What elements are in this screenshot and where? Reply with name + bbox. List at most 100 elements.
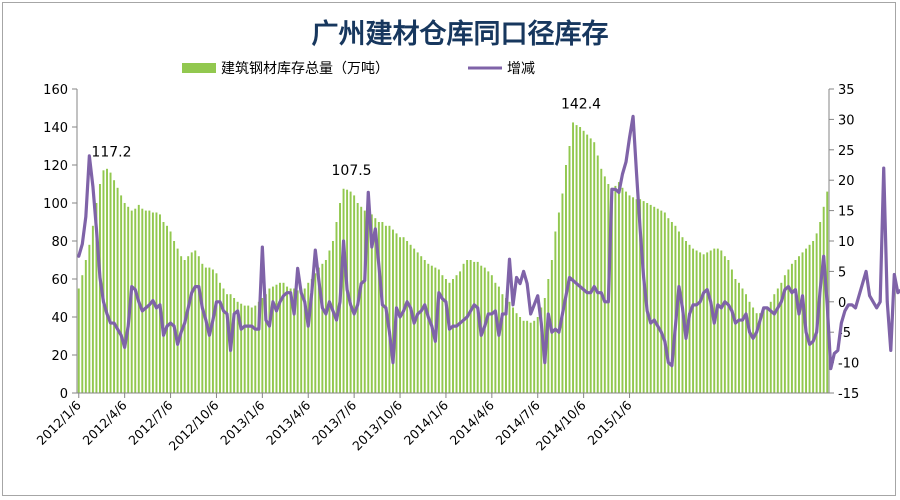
left-tick-label: 80	[51, 235, 68, 250]
bar-93	[406, 241, 409, 393]
legend-bar-label: 建筑钢材库存总量（万吨）	[221, 61, 389, 77]
bar-96	[416, 252, 419, 393]
right-tick-label: -10	[838, 357, 859, 372]
bar-77	[349, 191, 352, 393]
bar-167	[667, 218, 670, 393]
bar-193	[759, 313, 762, 393]
bar-52	[261, 298, 264, 393]
bar-39	[215, 273, 218, 393]
bar-25	[166, 225, 168, 393]
bar-159	[639, 199, 642, 393]
x-tick-label: 2014/10/6	[533, 397, 589, 453]
bar-172	[685, 241, 687, 393]
right-tick-label: 30	[838, 113, 855, 128]
bar-12	[120, 195, 123, 393]
bar-38	[211, 269, 214, 393]
bar-170	[677, 231, 680, 393]
bar-158	[635, 199, 638, 393]
bar-73	[335, 222, 338, 393]
left-tick-label: 140	[43, 121, 68, 136]
bar-154	[621, 187, 624, 393]
bar-164	[656, 208, 659, 393]
bar-166	[663, 212, 666, 393]
bar-120	[501, 294, 504, 393]
bar-178	[706, 252, 709, 393]
left-tick-label: 20	[51, 349, 68, 364]
left-tick-label: 40	[51, 311, 68, 326]
bar-200	[783, 275, 786, 393]
bar-127	[526, 320, 529, 393]
bar-84	[374, 218, 377, 393]
peak-label-0: 117.2	[91, 144, 131, 160]
bar-5	[95, 203, 98, 393]
bar-11	[116, 187, 119, 393]
bar-4	[91, 225, 94, 393]
bar-72	[331, 241, 334, 393]
legend-bar-swatch	[182, 63, 216, 73]
bar-182	[720, 250, 723, 393]
bar-116	[487, 271, 490, 393]
bar-201	[787, 269, 790, 393]
bar-59	[286, 286, 289, 393]
bar-58	[282, 282, 285, 393]
bar-155	[625, 191, 627, 393]
bar-61	[293, 288, 296, 393]
bar-7	[102, 170, 105, 393]
bar-146	[593, 142, 596, 393]
bar-46	[240, 303, 243, 393]
bar-157	[632, 197, 635, 393]
x-tick-label: 2012/1/6	[34, 397, 84, 447]
bar-194	[762, 309, 765, 393]
bar-185	[730, 269, 733, 393]
bar-148	[600, 168, 603, 393]
bar-199	[780, 282, 783, 393]
bar-211	[822, 206, 825, 393]
bar-53	[264, 294, 267, 393]
bar-197	[773, 294, 776, 393]
bar-151	[610, 187, 613, 393]
bar-67	[314, 273, 317, 393]
bar-28	[176, 248, 179, 393]
bar-0	[77, 288, 80, 393]
bar-123	[512, 307, 514, 393]
bar-48	[247, 305, 250, 393]
bar-145	[589, 138, 592, 393]
right-tick-label: 35	[838, 83, 855, 98]
bar-65	[307, 282, 310, 393]
bar-144	[586, 134, 589, 393]
bar-179	[709, 250, 712, 393]
bar-51	[257, 301, 260, 393]
bar-187	[738, 282, 740, 393]
bar-136	[557, 212, 560, 393]
bar-135	[554, 231, 557, 393]
bar-189	[745, 294, 747, 393]
bar-207	[808, 244, 811, 393]
bar-156	[628, 195, 631, 393]
bar-10	[113, 180, 116, 393]
right-tick-label: 5	[838, 265, 846, 280]
bar-16	[134, 208, 137, 393]
bar-128	[529, 322, 532, 393]
x-tick-label: 2013/4/6	[263, 397, 313, 447]
bar-112	[473, 261, 476, 393]
bar-183	[723, 256, 726, 393]
line-series	[77, 114, 900, 371]
bar-99	[427, 263, 430, 393]
bar-14	[127, 206, 130, 393]
bar-165	[660, 210, 663, 393]
bar-111	[469, 260, 472, 393]
bar-19	[144, 210, 147, 393]
bar-24	[162, 222, 165, 393]
bar-1	[81, 275, 84, 393]
bar-204	[798, 256, 800, 393]
bar-131	[540, 307, 543, 393]
bar-186	[734, 279, 737, 393]
bar-44	[233, 298, 236, 393]
left-tick-label: 120	[43, 159, 68, 174]
bar-78	[353, 195, 356, 393]
bar-174	[692, 248, 695, 393]
bar-121	[504, 298, 507, 393]
bar-205	[801, 252, 804, 393]
bar-103	[441, 275, 444, 393]
